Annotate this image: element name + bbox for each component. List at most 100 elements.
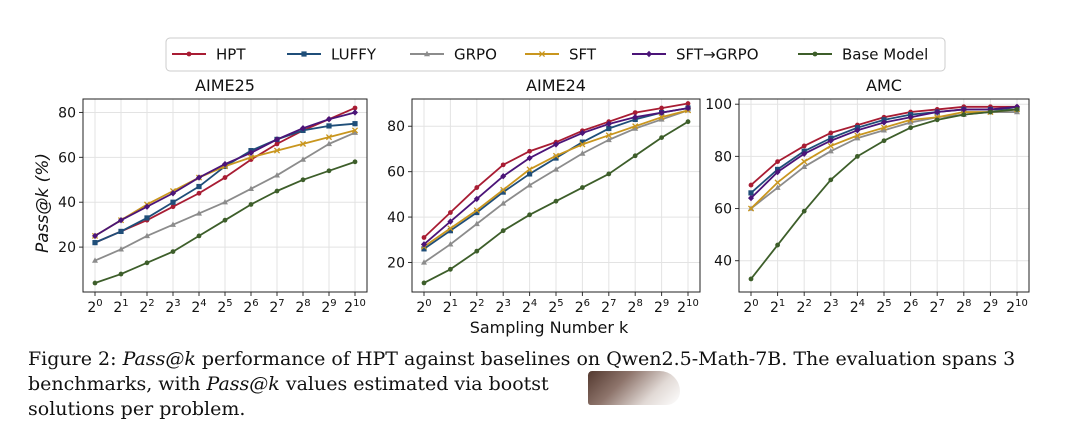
data-point-sft-grpo xyxy=(748,194,754,202)
data-point-sft-grpo xyxy=(827,137,834,144)
series-sft-grpo-aime24 xyxy=(421,104,691,248)
data-point-base-model xyxy=(908,125,913,131)
data-point-sft-grpo xyxy=(352,109,358,116)
x-tick-label: 23 xyxy=(496,298,511,316)
legend-label-base-model: Base Model xyxy=(842,46,928,64)
data-point-sft-grpo xyxy=(222,160,228,168)
data-point-sft-b xyxy=(632,123,639,130)
panel-frame xyxy=(738,98,1030,293)
series-grpo-aime25 xyxy=(92,129,358,263)
data-point-grpo xyxy=(854,134,861,141)
data-point-luffy xyxy=(579,139,585,145)
data-point-grpo xyxy=(500,200,507,206)
data-point-hpt xyxy=(500,162,506,168)
data-point-sft-grpo xyxy=(248,149,254,157)
panel-title-aime25: AIME25 xyxy=(195,76,255,95)
data-point-base-model xyxy=(248,202,254,207)
data-point-base-model xyxy=(118,271,124,277)
y-axis-label: Pass@k (%) xyxy=(33,153,53,253)
data-point-sft-b xyxy=(747,205,755,212)
data-point-sft xyxy=(500,186,507,193)
data-point-sft-grpo xyxy=(605,120,612,128)
data-point-sft-grpo xyxy=(854,127,861,134)
data-point-grpo xyxy=(447,241,454,247)
x-tick-label: 25 xyxy=(548,298,563,316)
legend-label-grpo: GRPO xyxy=(454,46,497,64)
data-point-base-model xyxy=(1014,107,1020,112)
x-tick-label: 27 xyxy=(930,298,945,316)
x-tick-label: 23 xyxy=(823,298,838,316)
data-point-hpt xyxy=(775,159,780,164)
data-point-sft xyxy=(605,132,612,139)
data-point-grpo xyxy=(881,127,887,133)
data-point-grpo xyxy=(526,182,533,188)
caption-part-2: values estimated via bootst xyxy=(279,373,549,395)
x-tick-label: 21 xyxy=(113,298,128,316)
legend-item-base-model: Base Model xyxy=(798,46,928,64)
data-point-sft-grpo xyxy=(196,174,202,181)
x-tick-label: 28 xyxy=(628,298,643,316)
data-point-sft xyxy=(351,127,359,134)
data-point-grpo xyxy=(248,185,254,191)
data-point-luffy xyxy=(553,155,559,161)
x-tick-label: 27 xyxy=(269,298,284,316)
legend-item-grpo: GRPO xyxy=(410,46,497,64)
data-point-sft-grpo xyxy=(144,203,150,210)
data-point-luffy xyxy=(748,190,754,196)
data-point-base-model xyxy=(881,138,887,144)
y-tick-label: 20 xyxy=(387,255,405,271)
data-point-sft-grpo xyxy=(881,119,887,126)
x-tick-label: 24 xyxy=(850,298,865,316)
data-point-sft xyxy=(273,147,281,154)
data-point-sft xyxy=(247,154,255,161)
x-tick-label: 25 xyxy=(876,298,891,316)
data-point-hpt xyxy=(352,105,358,111)
panel-amc: AMC 40 60 80 100 20 21 22 23 24 25 26 27 28 29 210 xyxy=(705,76,1030,316)
data-point-sft-grpo xyxy=(960,106,967,113)
caption-part-3: solutions per problem. xyxy=(28,398,246,420)
data-point-hpt xyxy=(685,101,691,106)
data-point-hpt xyxy=(448,210,453,215)
data-point-luffy xyxy=(144,215,150,221)
data-point-luffy xyxy=(352,121,358,127)
data-point-grpo xyxy=(801,163,808,170)
data-point-base-model xyxy=(448,266,453,272)
data-point-hpt xyxy=(659,105,664,111)
data-point-sft-b xyxy=(658,114,665,121)
x-tick-label: 28 xyxy=(956,298,971,316)
data-point-sft-b xyxy=(801,158,808,165)
x-tick-label: 29 xyxy=(983,298,998,316)
data-point-grpo xyxy=(421,259,427,265)
data-point-hpt xyxy=(801,143,807,149)
data-point-sft-b xyxy=(579,141,586,148)
data-point-grpo xyxy=(473,220,480,227)
x-tick-label: 210 xyxy=(1006,298,1028,316)
data-point-hpt xyxy=(474,185,480,190)
data-point-sft-grpo xyxy=(500,173,507,180)
data-point-base-model xyxy=(421,280,427,286)
figure: HPT LUFFY GRPO SFT SFT→GRPO Base Model AIME25… xyxy=(33,37,1030,337)
legend-item-hpt: HPT xyxy=(172,46,246,64)
data-point-sft-grpo xyxy=(473,195,480,203)
x-tick-label: 210 xyxy=(344,298,366,316)
data-point-grpo xyxy=(300,156,306,162)
data-point-sft-grpo xyxy=(526,154,533,162)
data-point-sft-b xyxy=(273,147,281,154)
data-point-sft-b xyxy=(473,207,480,214)
x-tick-label: 28 xyxy=(295,298,310,316)
data-point-base-model xyxy=(961,112,967,118)
data-point-sft-grpo xyxy=(300,124,306,132)
data-point-luffy xyxy=(118,228,124,235)
data-point-luffy xyxy=(447,228,453,234)
data-point-hpt xyxy=(196,190,202,196)
data-point-base-model xyxy=(300,177,306,183)
data-point-base-model xyxy=(474,248,480,254)
data-point-hpt xyxy=(748,182,754,188)
data-point-sft-b xyxy=(774,179,781,186)
data-point-sft xyxy=(552,152,560,159)
legend-marker-luffy xyxy=(301,51,307,57)
data-point-hpt xyxy=(274,141,280,147)
data-point-sft-b xyxy=(526,166,533,173)
legend-item-luffy: LUFFY xyxy=(287,46,377,64)
